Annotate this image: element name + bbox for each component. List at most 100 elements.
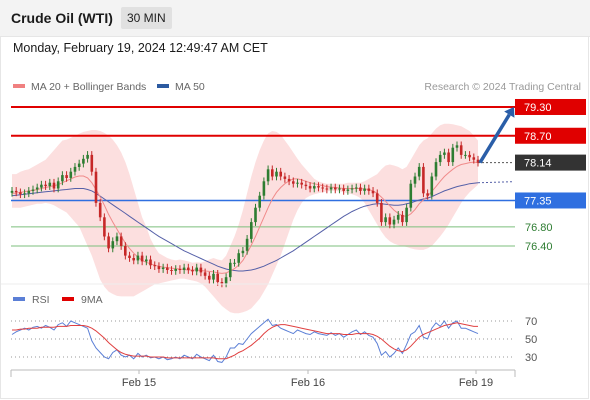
candle-body [426,193,429,196]
candles [10,141,480,288]
candle-body [464,154,467,156]
candle-body [157,266,161,270]
candle-body [317,186,320,188]
candle-body [119,236,123,246]
x-tick-label: Feb 19 [459,377,493,389]
candle-body [447,152,450,163]
candle-body [409,183,413,208]
candle-body [350,188,354,190]
candle-body [14,190,18,193]
candle-body [94,171,98,203]
rsi-panel: RSI 9MA 70 50 30 [11,294,537,364]
candle-body [107,236,110,249]
candle-body [191,270,194,272]
chart-legend: MA 20 + Bollinger Bands MA 50 Research © 2… [13,81,581,93]
level-tag [515,127,586,144]
candle-body [19,192,22,195]
candle-body [271,169,274,177]
candle-body [233,262,236,264]
forecast-arrow [478,106,515,164]
candle-body [405,207,408,223]
rsi-tick-label: 70 [525,316,537,328]
candle-body [250,222,253,239]
x-tick-label: Feb 15 [122,377,156,389]
ma50-line [11,182,479,272]
candle-body [275,171,278,177]
candle-body [459,145,463,155]
level-tag [515,192,586,209]
candle-body [308,186,312,189]
candle-body [245,238,249,251]
candle-body [86,154,89,159]
rsi-ma-line [12,322,478,360]
candle-body [56,181,60,189]
forecast-arrow-head [504,106,515,118]
candle-body [166,267,169,270]
candle-body [182,267,186,270]
rsi-legend-label: RSI [32,294,50,306]
rsi-legend-swatch [13,297,25,301]
candle-body [359,187,362,191]
candle-body [124,246,127,256]
candle-body [396,214,400,220]
candle-body [451,147,455,163]
candle-body [258,195,261,208]
timeframe-selector[interactable]: 30 MIN [121,7,172,29]
candle-body [195,267,198,272]
candle-body [476,159,480,163]
level-label: 79.30 [524,102,552,114]
candle-body [304,184,308,187]
candle-body [208,275,211,280]
candle-body [27,190,31,194]
candle-body [187,267,190,270]
candle-body [346,189,350,191]
candle-body [371,190,375,194]
candle-body [69,171,73,178]
candle-body [203,272,207,276]
candle-body [254,207,257,223]
candle-body [77,163,81,167]
candle-body [103,217,106,237]
candle-body [334,187,337,190]
candle-body [52,182,56,189]
candle-body [132,258,135,261]
candle-body [35,187,39,190]
candle-body [434,162,438,177]
candle-body [128,255,131,258]
candle-body [430,176,434,196]
forecast-arrow-shaft [478,113,511,164]
candle-body [384,217,387,223]
candle-body [65,175,68,178]
chart-datetime: Monday, February 19, 2024 12:49:47 AM CE… [13,41,268,55]
candle-body [237,253,240,263]
candle-body [266,169,270,182]
candle-body [229,262,232,278]
candle-body [279,171,282,177]
research-credit: Research © 2024 Trading Central [424,81,581,93]
candle-body [342,188,345,191]
rsi-legend-label: 9MA [81,294,103,306]
ma20-line [12,161,479,274]
candle-body [48,182,52,187]
candle-body [111,241,115,249]
ma50-projection [477,181,513,184]
candle-body [199,267,203,273]
candle-body [338,188,341,190]
candle-body [417,166,421,177]
candle-body [367,188,371,191]
candle-body [443,152,446,155]
candle-body [438,154,442,163]
candle-body [145,259,148,262]
candle-body [363,188,366,191]
candle-body [115,236,119,242]
candle-body [413,176,417,184]
level-label: 77.35 [524,195,552,207]
legend-swatch [157,84,169,88]
candle-body [10,190,14,193]
candle-body [216,273,219,282]
candle-body [321,187,324,189]
candle-body [388,217,392,225]
candle-body [292,181,295,184]
candle-body [149,259,152,266]
